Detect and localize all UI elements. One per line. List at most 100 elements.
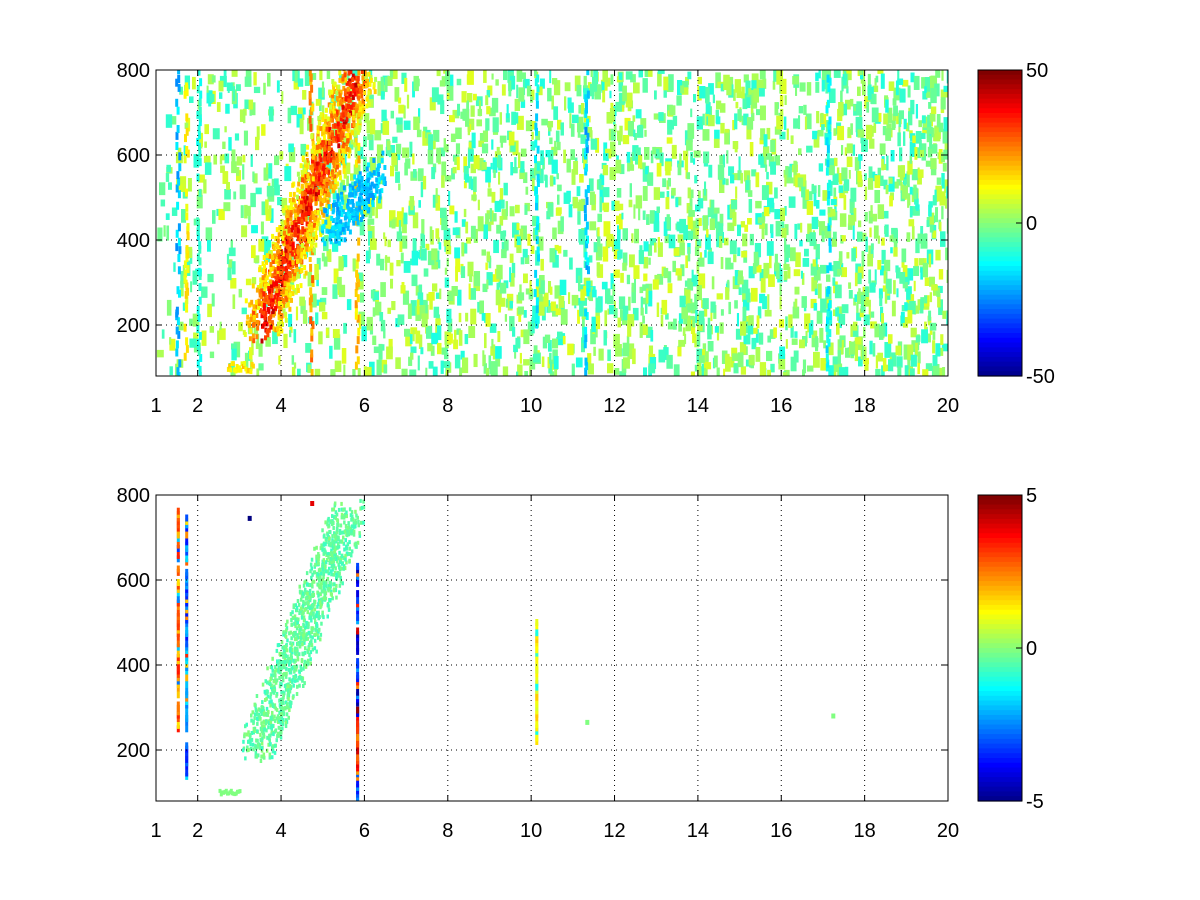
- streak-cell: [357, 142, 361, 151]
- noise-cell: [653, 221, 660, 232]
- noise-cell: [695, 309, 698, 323]
- noise-cell: [338, 102, 341, 112]
- noise-cell: [913, 265, 920, 277]
- noise-cell: [431, 167, 436, 180]
- noise-cell: [367, 133, 373, 140]
- noise-cell: [239, 184, 246, 200]
- band-cell: [324, 114, 328, 120]
- colorbar-segment: [978, 285, 1022, 291]
- band-cell: [358, 121, 362, 127]
- noise-cell: [742, 293, 747, 302]
- noise-cell: [444, 277, 450, 288]
- noise-cell: [857, 266, 864, 279]
- noise-cell: [833, 70, 841, 78]
- band-cell: [268, 250, 272, 256]
- noise-cell: [832, 277, 836, 286]
- noise-cell: [589, 221, 597, 231]
- noise-cell: [858, 220, 862, 228]
- noise-cell: [841, 340, 844, 349]
- noise-cell: [759, 70, 766, 80]
- noise-cell: [558, 295, 565, 308]
- band-cell: [290, 227, 294, 233]
- band-cell: [350, 510, 354, 515]
- noise-cell: [672, 260, 677, 273]
- noise-cell: [654, 242, 657, 253]
- band-cell: [339, 137, 343, 142]
- band-cell: [351, 102, 355, 108]
- branch-cell: [359, 217, 363, 222]
- noise-cell: [461, 242, 465, 257]
- band-cell: [302, 236, 306, 242]
- band-cell: [351, 73, 355, 79]
- noise-cell: [311, 293, 317, 308]
- noise-cell: [690, 152, 693, 163]
- band-cell: [335, 173, 338, 179]
- noise-cell: [747, 218, 752, 225]
- streak-cell: [825, 345, 829, 354]
- noise-cell: [847, 223, 853, 230]
- noise-cell: [686, 139, 693, 151]
- noise-cell: [639, 286, 644, 294]
- noise-cell: [687, 71, 692, 80]
- noise-cell: [946, 186, 948, 199]
- colorbar-segment: [978, 170, 1022, 176]
- noise-cell: [181, 209, 187, 223]
- noise-cell: [428, 292, 435, 301]
- branch-cell: [377, 198, 381, 204]
- band-cell: [273, 269, 277, 275]
- band-cell: [320, 162, 324, 168]
- noise-cell: [839, 190, 845, 199]
- noise-cell: [907, 310, 913, 324]
- noise-cell: [698, 273, 706, 289]
- band-cell: [316, 125, 320, 131]
- noise-cell: [222, 141, 226, 150]
- noise-cell: [464, 334, 469, 345]
- noise-cell: [888, 334, 893, 344]
- noise-cell: [427, 250, 435, 266]
- noise-cell: [762, 296, 767, 310]
- band-cell: [280, 328, 284, 334]
- colorbar-tick-label: 0: [1026, 213, 1037, 235]
- noise-cell: [914, 305, 920, 314]
- band-cell: [296, 228, 300, 234]
- noise-cell: [446, 308, 452, 323]
- noise-cell: [915, 147, 922, 159]
- noise-cell: [395, 357, 401, 369]
- noise-cell: [627, 121, 634, 137]
- streak-cell: [827, 286, 831, 295]
- band-cell: [280, 268, 284, 274]
- noise-cell: [946, 312, 948, 325]
- noise-cell: [192, 76, 196, 90]
- band-cell: [326, 199, 330, 205]
- noise-cell: [663, 221, 668, 236]
- noise-cell: [486, 272, 493, 286]
- branch-cell: [380, 175, 384, 181]
- noise-cell: [834, 200, 837, 213]
- noise-cell: [810, 320, 814, 335]
- noise-cell: [732, 173, 738, 181]
- streak-cell: [536, 84, 540, 93]
- noise-cell: [802, 359, 807, 374]
- noise-cell: [218, 80, 224, 92]
- noise-cell: [819, 209, 826, 216]
- noise-cell: [661, 299, 668, 315]
- noise-cell: [922, 91, 928, 100]
- band-cell: [312, 196, 316, 202]
- noise-cell: [501, 209, 508, 220]
- x-tick-label: 12: [603, 395, 625, 417]
- band-cell: [347, 98, 351, 104]
- noise-cell: [875, 75, 879, 83]
- band-cell: [305, 246, 309, 252]
- band-cell: [252, 310, 256, 316]
- noise-cell: [469, 274, 473, 283]
- band-cell: [354, 107, 358, 113]
- streak-cell: [196, 224, 200, 233]
- streak-cell: [310, 349, 314, 358]
- noise-cell: [821, 77, 825, 92]
- noise-cell: [226, 182, 230, 190]
- band-cell: [291, 291, 295, 297]
- noise-cell: [820, 264, 827, 274]
- noise-cell: [440, 207, 447, 218]
- noise-cell: [813, 303, 818, 311]
- noise-cell: [939, 221, 942, 232]
